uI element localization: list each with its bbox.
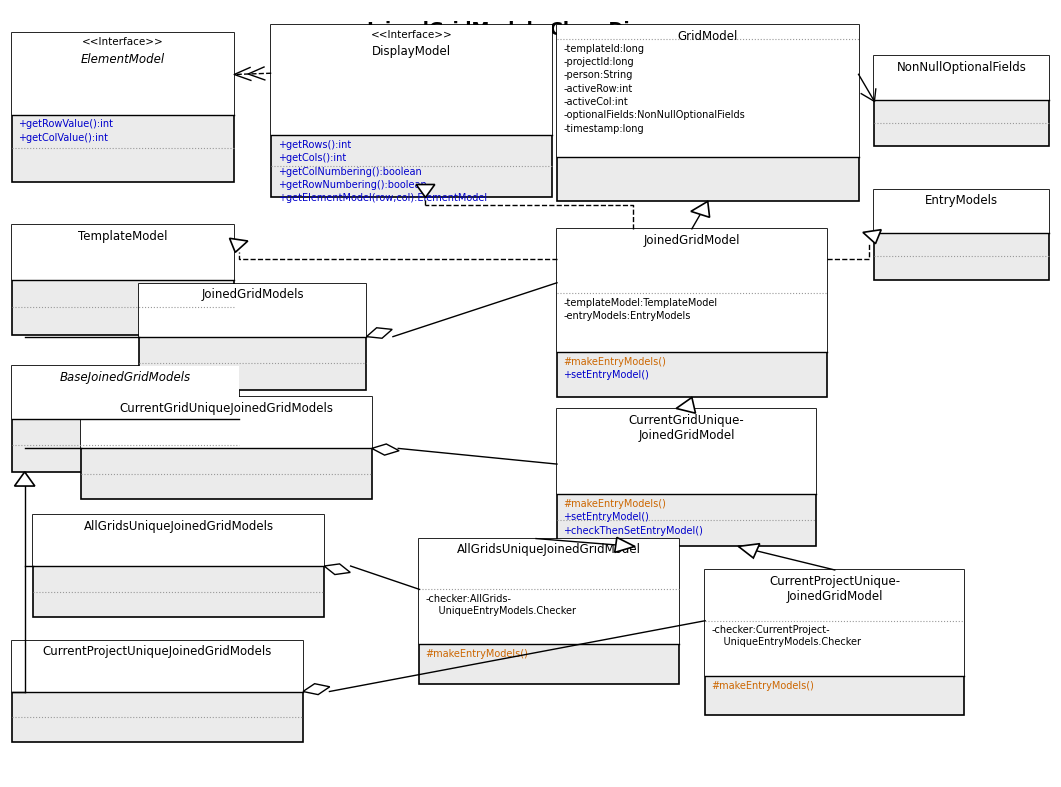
Bar (419, 538, 679, 645)
Text: #makeEntryModels(): #makeEntryModels() (563, 499, 666, 509)
Text: -checker:CurrentProject-
    UniqueEntryModels.Checker: -checker:CurrentProject- UniqueEntryMode… (712, 626, 862, 647)
Text: ElementModel: ElementModel (81, 54, 166, 66)
Text: -projectId:long: -projectId:long (563, 57, 633, 67)
Text: CurrentProjectUniqueJoinedGridModels: CurrentProjectUniqueJoinedGridModels (42, 645, 273, 658)
Text: +setEntryModel(): +setEntryModel() (563, 370, 649, 380)
Bar (81, 397, 371, 500)
Bar (12, 225, 234, 334)
Text: TemplateModel: TemplateModel (79, 230, 168, 242)
Text: -activeRow:int: -activeRow:int (563, 83, 632, 94)
Polygon shape (738, 544, 760, 558)
Text: -checker:AllGrids-
    UniqueEntryModels.Checker: -checker:AllGrids- UniqueEntryModels.Che… (425, 594, 576, 615)
Polygon shape (303, 684, 330, 695)
Text: +getRowNumbering():boolean: +getRowNumbering():boolean (278, 180, 427, 190)
Bar (874, 57, 1049, 100)
Bar (33, 515, 325, 566)
Text: CurrentGridUnique-
JoinedGridModel: CurrentGridUnique- JoinedGridModel (629, 414, 745, 442)
Text: -activeCol:int: -activeCol:int (563, 97, 628, 107)
Bar (12, 366, 240, 419)
Text: +getColValue():int: +getColValue():int (18, 133, 108, 142)
Bar (557, 229, 827, 397)
Polygon shape (416, 184, 435, 198)
Text: DisplayModel: DisplayModel (372, 46, 451, 58)
Bar (12, 33, 234, 182)
Text: JoinedGridModel: JoinedGridModel (644, 234, 741, 246)
Bar (12, 366, 240, 472)
Text: +setEntryModel(): +setEntryModel() (563, 512, 649, 523)
Bar (81, 397, 371, 449)
Bar (557, 409, 816, 546)
Polygon shape (371, 444, 399, 455)
Text: +getElementModel(row,col):ElementModel: +getElementModel(row,col):ElementModel (278, 194, 487, 203)
Text: -optionalFields:NonNullOptionalFields: -optionalFields:NonNullOptionalFields (563, 110, 745, 120)
Bar (874, 190, 1049, 233)
Text: JoinedGridModels: JoinedGridModels (202, 288, 305, 301)
Text: <<Interface>>: <<Interface>> (370, 30, 452, 39)
Bar (557, 25, 858, 201)
Bar (272, 25, 552, 198)
Text: EntryModels: EntryModels (925, 194, 998, 207)
Text: +getColNumbering():boolean: +getColNumbering():boolean (278, 167, 421, 177)
Polygon shape (325, 564, 350, 575)
Text: AllGridsUniqueJoinedGridModel: AllGridsUniqueJoinedGridModel (457, 543, 641, 556)
Polygon shape (614, 538, 634, 552)
Text: #makeEntryModels(): #makeEntryModels() (712, 681, 815, 690)
Bar (139, 283, 366, 337)
Bar (557, 25, 858, 157)
Bar (706, 570, 964, 676)
Polygon shape (676, 397, 696, 413)
Text: +getRowValue():int: +getRowValue():int (18, 120, 114, 129)
Text: +getRows():int: +getRows():int (278, 140, 351, 150)
Text: -templateId:long: -templateId:long (563, 44, 644, 54)
Text: CurrentProjectUnique-
JoinedGridModel: CurrentProjectUnique- JoinedGridModel (769, 575, 901, 603)
Text: CurrentGridUniqueJoinedGridModels: CurrentGridUniqueJoinedGridModels (119, 402, 333, 415)
Polygon shape (15, 472, 35, 486)
Text: GridModel: GridModel (678, 30, 738, 42)
Bar (874, 190, 1049, 280)
Bar (12, 641, 303, 692)
Bar (33, 515, 325, 617)
Text: NonNullOptionalFields: NonNullOptionalFields (897, 61, 1027, 74)
Text: -person:String: -person:String (563, 70, 632, 80)
Text: BaseJoinedGridModels: BaseJoinedGridModels (60, 371, 191, 384)
Polygon shape (229, 238, 248, 253)
Bar (557, 229, 827, 352)
Text: +getCols():int: +getCols():int (278, 153, 346, 164)
Bar (419, 538, 679, 684)
Bar (12, 33, 234, 115)
Text: <<Interface>>: <<Interface>> (82, 38, 164, 47)
Bar (12, 225, 234, 280)
Text: -timestamp:long: -timestamp:long (563, 124, 644, 134)
Text: -entryModels:EntryModels: -entryModels:EntryModels (563, 311, 691, 321)
Text: JoinedGridModels Class Diagram: JoinedGridModels Class Diagram (366, 21, 695, 39)
Bar (706, 570, 964, 715)
Bar (272, 25, 552, 135)
Text: #makeEntryModels(): #makeEntryModels() (563, 357, 666, 367)
Text: +checkThenSetEntryModel(): +checkThenSetEntryModel() (563, 526, 703, 536)
Bar (874, 57, 1049, 146)
Bar (12, 641, 303, 742)
Text: -templateModel:TemplateModel: -templateModel:TemplateModel (563, 297, 717, 308)
Polygon shape (366, 327, 393, 338)
Polygon shape (691, 201, 710, 217)
Text: AllGridsUniqueJoinedGridModels: AllGridsUniqueJoinedGridModels (84, 519, 274, 533)
Bar (557, 409, 816, 494)
Text: #makeEntryModels(): #makeEntryModels() (425, 649, 528, 660)
Polygon shape (863, 230, 882, 244)
Bar (139, 283, 366, 390)
